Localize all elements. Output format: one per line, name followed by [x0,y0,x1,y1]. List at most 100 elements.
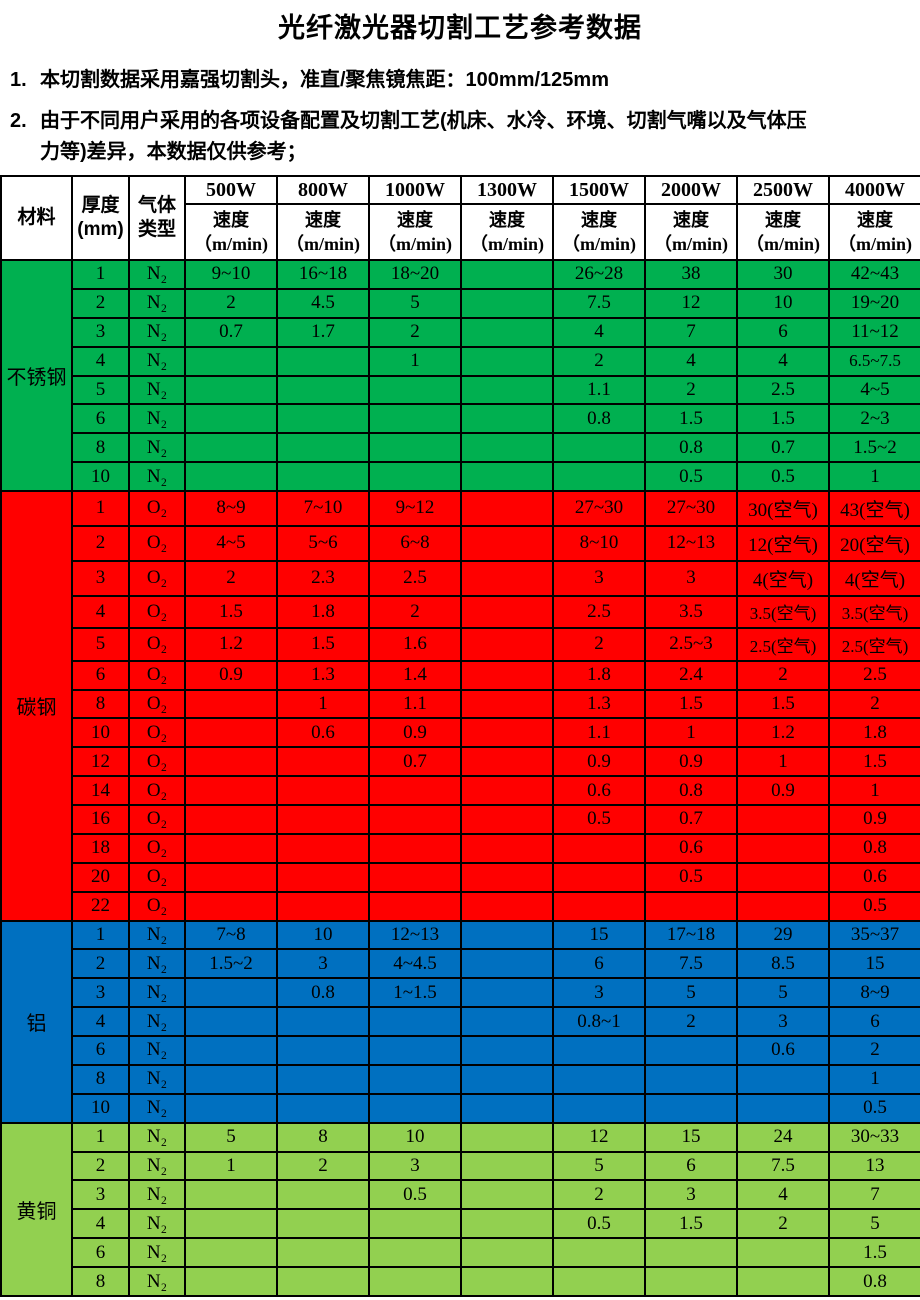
speed-cell: 2 [828,1035,920,1066]
speed-cell: 0.7 [184,316,278,348]
thickness-cell: 18 [71,832,130,864]
speed-header-3: 速度 （m/min) [368,203,462,261]
speed-cell [552,861,646,893]
gas-cell: N₂ [128,461,186,492]
speed-cell [552,832,646,864]
speed-cell [184,432,278,464]
speed-cell: 1 [828,461,920,492]
speed-cell: 1.8 [828,717,920,749]
speed-cell [460,461,554,492]
gas-cell: N₂ [128,374,186,406]
speed-cell [184,1179,278,1211]
speed-cell [368,461,462,492]
speed-cell: 9~10 [184,259,278,290]
speed-cell: 2 [828,688,920,720]
speed-cell [368,374,462,406]
table-row: 3 O₂ 2 2.3 2.5 3 3 4(空气) 4(空气) [1,559,920,597]
speed-cell: 10 [276,919,370,951]
speed-header-6: 速度 （m/min) [644,203,738,261]
speed-cell: 2.5~3 [644,627,738,662]
speed-cell [460,259,554,290]
thickness-cell: 2 [71,1150,130,1182]
speed-cell: 5 [552,1150,646,1182]
speed-cell: 1 [736,746,830,778]
speed-cell [460,1121,554,1153]
speed-cell [460,861,554,893]
speed-cell: 6.5~7.5 [828,345,920,377]
speed-cell [276,890,370,922]
speed-cell: 2 [552,1179,646,1211]
speed-cell [184,374,278,406]
speed-cell: 1.3 [276,659,370,691]
speed-cell [460,746,554,778]
speed-cell: 5 [828,1208,920,1240]
speed-cell [276,432,370,464]
table-row: 2 N₂ 2 4.5 5 7.5 12 10 19~20 [1,287,920,319]
gas-cell: N₂ [128,287,186,319]
speed-header-1: 速度 （m/min) [184,203,278,261]
speed-cell [460,594,554,630]
speed-cell: 27~30 [552,490,646,527]
speed-cell [460,1006,554,1038]
note-number: 2. [10,110,27,132]
speed-unit-label: （m/min) [378,234,452,254]
speed-cell: 12(空气) [736,524,830,562]
speed-cell: 20(空气) [828,524,920,562]
note-text: 由于不同用户采用的各项设备配置及切割工艺(机床、水冷、环境、切割气嘴以及气体压 … [40,110,807,163]
speed-cell: 7~10 [276,490,370,527]
speed-cell: 2 [276,1150,370,1182]
speed-cell [644,890,738,922]
speed-cell: 7 [828,1179,920,1211]
thickness-cell: 2 [71,524,130,562]
thickness-cell: 5 [71,374,130,406]
table-row: 22 O₂ 0.5 [1,890,920,922]
speed-cell [460,717,554,749]
gas-cell: O₂ [128,524,186,562]
table-row: 12 O₂ 0.7 0.9 0.9 1 1.5 [1,746,920,778]
table-row: 14 O₂ 0.6 0.8 0.9 1 [1,775,920,807]
speed-cell [368,432,462,464]
table-row: 6 N₂ 1.5 [1,1237,920,1269]
gas-cell: O₂ [128,594,186,630]
speed-cell: 5~6 [276,524,370,562]
speed-cell: 8.5 [736,948,830,980]
thickness-cell: 6 [71,1035,130,1066]
table-row: 不锈钢 1 N₂ 9~10 16~18 18~20 26~28 38 30 42~43 [0,259,920,492]
gas-cell: N₂ [128,1035,186,1066]
speed-cell: 1.5 [828,746,920,778]
header-row-power: 材料 厚度 (mm) 气体 类型 500W 800W 1000W 1300W 1500W… [0,175,920,261]
speed-cell: 1 [276,688,370,720]
speed-cell [736,832,830,864]
speed-label: 速度 [213,209,249,230]
speed-label: 速度 [673,209,709,230]
speed-cell [460,403,554,435]
speed-cell: 0.9 [184,659,278,691]
speed-cell: 1.2 [736,717,830,749]
table-row: 2 O₂ 4~5 5~6 6~8 8~10 12~13 12(空气) 20(空气) [1,524,920,562]
table-row: 8 N₂ 0.8 [1,1266,920,1297]
speed-cell: 0.7 [644,804,738,835]
speed-cell: 0.8 [828,832,920,864]
speed-cell [184,1237,278,1269]
speed-cell: 0.8~1 [552,1006,646,1038]
speed-cell [460,1266,554,1297]
speed-cell: 10 [368,1121,462,1153]
table-body: 不锈钢 1 N₂ 9~10 16~18 18~20 26~28 38 30 42~43 2 N₂ 2 4.… [0,259,920,1298]
speed-cell: 1.5~2 [184,948,278,980]
speed-cell: 2~3 [828,403,920,435]
speed-cell: 30~33 [828,1121,920,1153]
speed-cell: 4 [644,345,738,377]
speed-cell [184,1266,278,1297]
speed-cell: 1.5 [276,627,370,662]
speed-cell: 0.6 [644,832,738,864]
speed-cell: 0.9 [552,746,646,778]
speed-cell [184,717,278,749]
power-header-2: 800W [276,175,370,205]
speed-cell: 12~13 [644,524,738,562]
thickness-cell: 1 [71,919,130,951]
speed-cell: 2 [736,659,830,691]
speed-cell [552,1266,646,1297]
speed-cell [368,861,462,893]
power-header-8: 4000W [828,175,920,205]
gas-cell: O₂ [128,832,186,864]
